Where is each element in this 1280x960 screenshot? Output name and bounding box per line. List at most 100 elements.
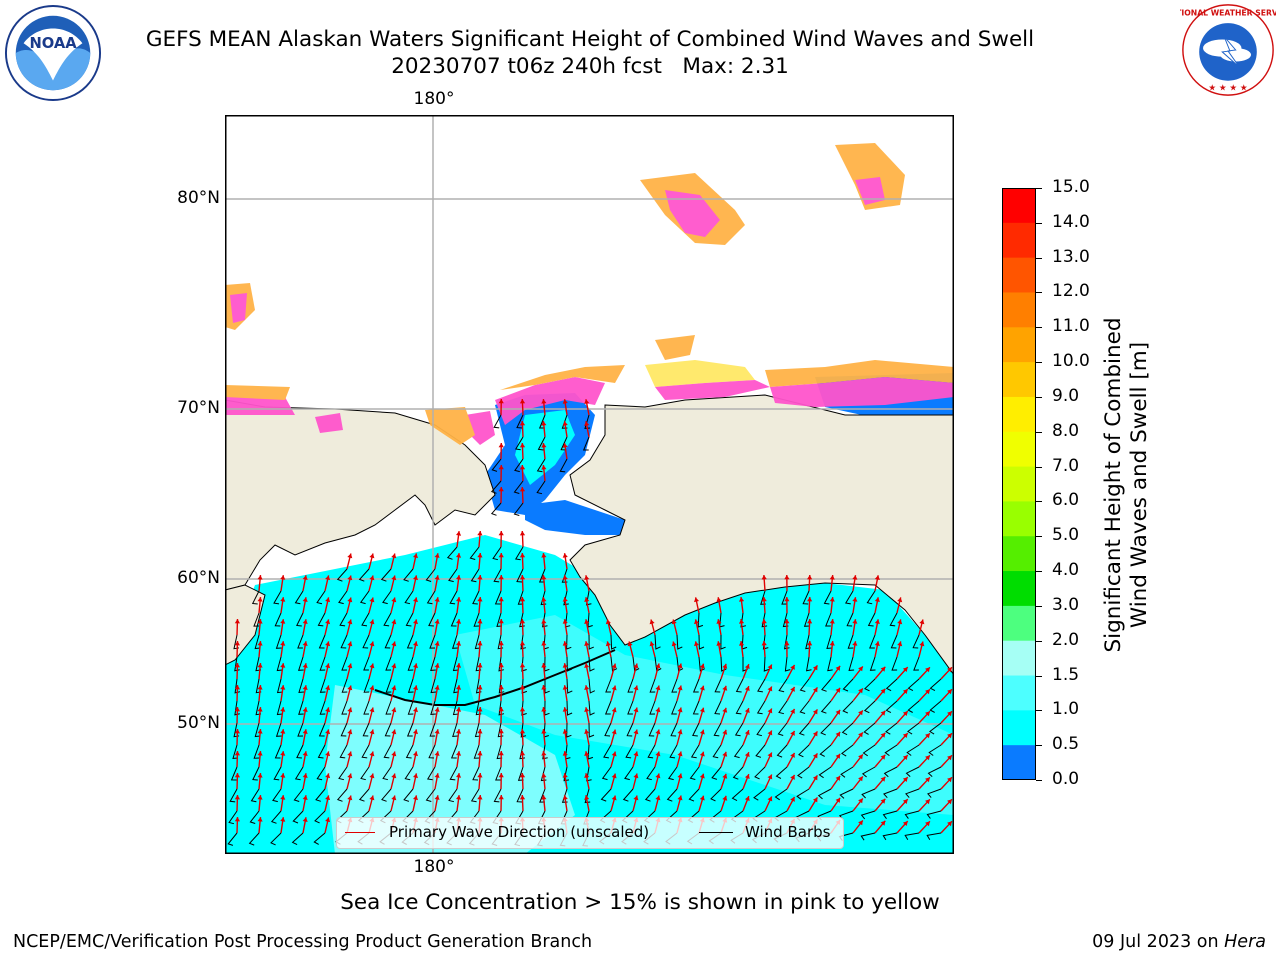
wave-arrow-head bbox=[391, 751, 397, 757]
wave-arrow-head bbox=[562, 729, 568, 734]
wind-barb bbox=[254, 634, 261, 650]
wind-barb bbox=[232, 744, 239, 759]
wind-barb bbox=[472, 590, 480, 605]
wave-arrow-head bbox=[902, 755, 908, 760]
wave-arrow-head bbox=[562, 685, 568, 690]
wave-arrow-head bbox=[325, 817, 331, 823]
wind-barb bbox=[542, 744, 548, 760]
wave-arrow-head bbox=[790, 708, 795, 714]
wave-arrow-head bbox=[280, 773, 286, 778]
colorbar-tick-mark bbox=[1036, 501, 1042, 503]
wind-barb bbox=[713, 722, 722, 737]
wind-barb bbox=[272, 788, 282, 803]
wave-arrow-head bbox=[325, 663, 331, 669]
wave-arrow-head bbox=[744, 708, 750, 713]
wind-barb bbox=[452, 722, 458, 737]
wind-barb bbox=[425, 788, 436, 802]
colorbar-bin bbox=[1002, 431, 1036, 468]
wave-arrow-head bbox=[902, 667, 908, 672]
wind-barb bbox=[451, 634, 458, 649]
wave-arrow-head bbox=[369, 553, 375, 559]
wave-arrow-head bbox=[562, 619, 568, 624]
wind-barb bbox=[847, 634, 854, 649]
wave-arrow-head bbox=[671, 641, 677, 647]
wave-arrow-head bbox=[434, 773, 440, 778]
wave-arrow-head bbox=[947, 667, 952, 673]
wave-arrow-head bbox=[477, 685, 483, 690]
wind-barb bbox=[600, 788, 612, 802]
wind-barb bbox=[536, 458, 546, 473]
wave-arrow-head bbox=[498, 795, 504, 800]
wind-barb bbox=[294, 590, 304, 605]
wind-barb bbox=[670, 722, 678, 737]
wave-arrow-head bbox=[671, 619, 677, 625]
wind-barb bbox=[566, 634, 572, 650]
wave-arrow-head bbox=[655, 685, 661, 691]
wind-barb bbox=[926, 832, 942, 840]
wave-arrow-head bbox=[716, 641, 722, 646]
graticule bbox=[225, 115, 954, 854]
wind-barb bbox=[671, 700, 678, 715]
wave-arrow-head bbox=[413, 619, 418, 625]
wave-arrow-head bbox=[541, 575, 547, 580]
wind-barb bbox=[798, 744, 810, 758]
wind-barb bbox=[383, 744, 392, 759]
wind-barb bbox=[234, 678, 241, 694]
wind-barb bbox=[315, 788, 326, 802]
wind-barb bbox=[319, 700, 326, 715]
wave-arrow-head bbox=[302, 707, 308, 712]
colorbar-bin bbox=[1002, 396, 1036, 433]
wave-arrow-head bbox=[880, 688, 886, 694]
wave-arrow-head bbox=[694, 619, 699, 625]
wind-barb bbox=[689, 766, 700, 780]
wind-barb bbox=[319, 678, 326, 693]
wind-barb bbox=[538, 568, 546, 583]
wave-arrow-head bbox=[562, 707, 568, 712]
wave-arrow-head bbox=[584, 773, 590, 778]
wave-arrow-head bbox=[369, 641, 375, 647]
wind-barb bbox=[276, 700, 283, 716]
wave-arrow-head bbox=[434, 553, 440, 558]
wave-arrow-head bbox=[584, 619, 590, 624]
wave-arrow-head bbox=[722, 707, 728, 713]
colorbar-tick-mark bbox=[1036, 605, 1042, 607]
wave-arrow-head bbox=[347, 663, 353, 669]
wind-barb bbox=[799, 700, 810, 714]
wave-arrow-head bbox=[347, 575, 353, 581]
wave-arrow-head bbox=[790, 686, 795, 692]
wind-barb bbox=[714, 700, 722, 715]
colorbar-tick-mark bbox=[1036, 780, 1042, 781]
footer-date: 09 Jul 2023 on Hera bbox=[1092, 932, 1266, 952]
wind-barb bbox=[827, 656, 833, 672]
wind-barb bbox=[882, 810, 898, 819]
wave-arrow-head bbox=[369, 751, 375, 757]
wind-barb bbox=[907, 700, 920, 713]
wind-barb bbox=[317, 744, 326, 759]
wind-barb bbox=[846, 612, 854, 627]
wind-barb bbox=[757, 678, 766, 693]
wave-arrow-head bbox=[456, 619, 462, 624]
wave-arrow-head bbox=[456, 707, 462, 712]
wave-arrow-head bbox=[325, 619, 331, 625]
lat-label-80: 80°N bbox=[177, 188, 220, 208]
wind-barb bbox=[297, 656, 304, 671]
colorbar-bin bbox=[1002, 501, 1036, 537]
colorbar-tick-mark bbox=[1036, 640, 1042, 642]
wind-barb bbox=[869, 634, 876, 649]
wave-arrow-head bbox=[347, 553, 353, 559]
colorbar-tick-mark bbox=[1036, 536, 1042, 538]
wave-arrow-head bbox=[541, 773, 547, 778]
wave-arrow-head bbox=[925, 733, 930, 739]
wave-arrow-head bbox=[611, 685, 617, 691]
wind-barb bbox=[566, 678, 573, 694]
wave-arrow-head bbox=[257, 773, 263, 778]
wave-arrow-head bbox=[519, 663, 526, 668]
wave-arrow-head bbox=[369, 685, 375, 691]
wind-barb bbox=[913, 656, 920, 671]
wave-arrow-head bbox=[835, 665, 841, 671]
wave-arrow-head bbox=[541, 729, 547, 734]
wave-arrow-head bbox=[498, 729, 504, 734]
wave-arrow-head bbox=[347, 795, 353, 801]
wave-arrow-head bbox=[302, 575, 308, 580]
wind-barb bbox=[273, 590, 282, 605]
